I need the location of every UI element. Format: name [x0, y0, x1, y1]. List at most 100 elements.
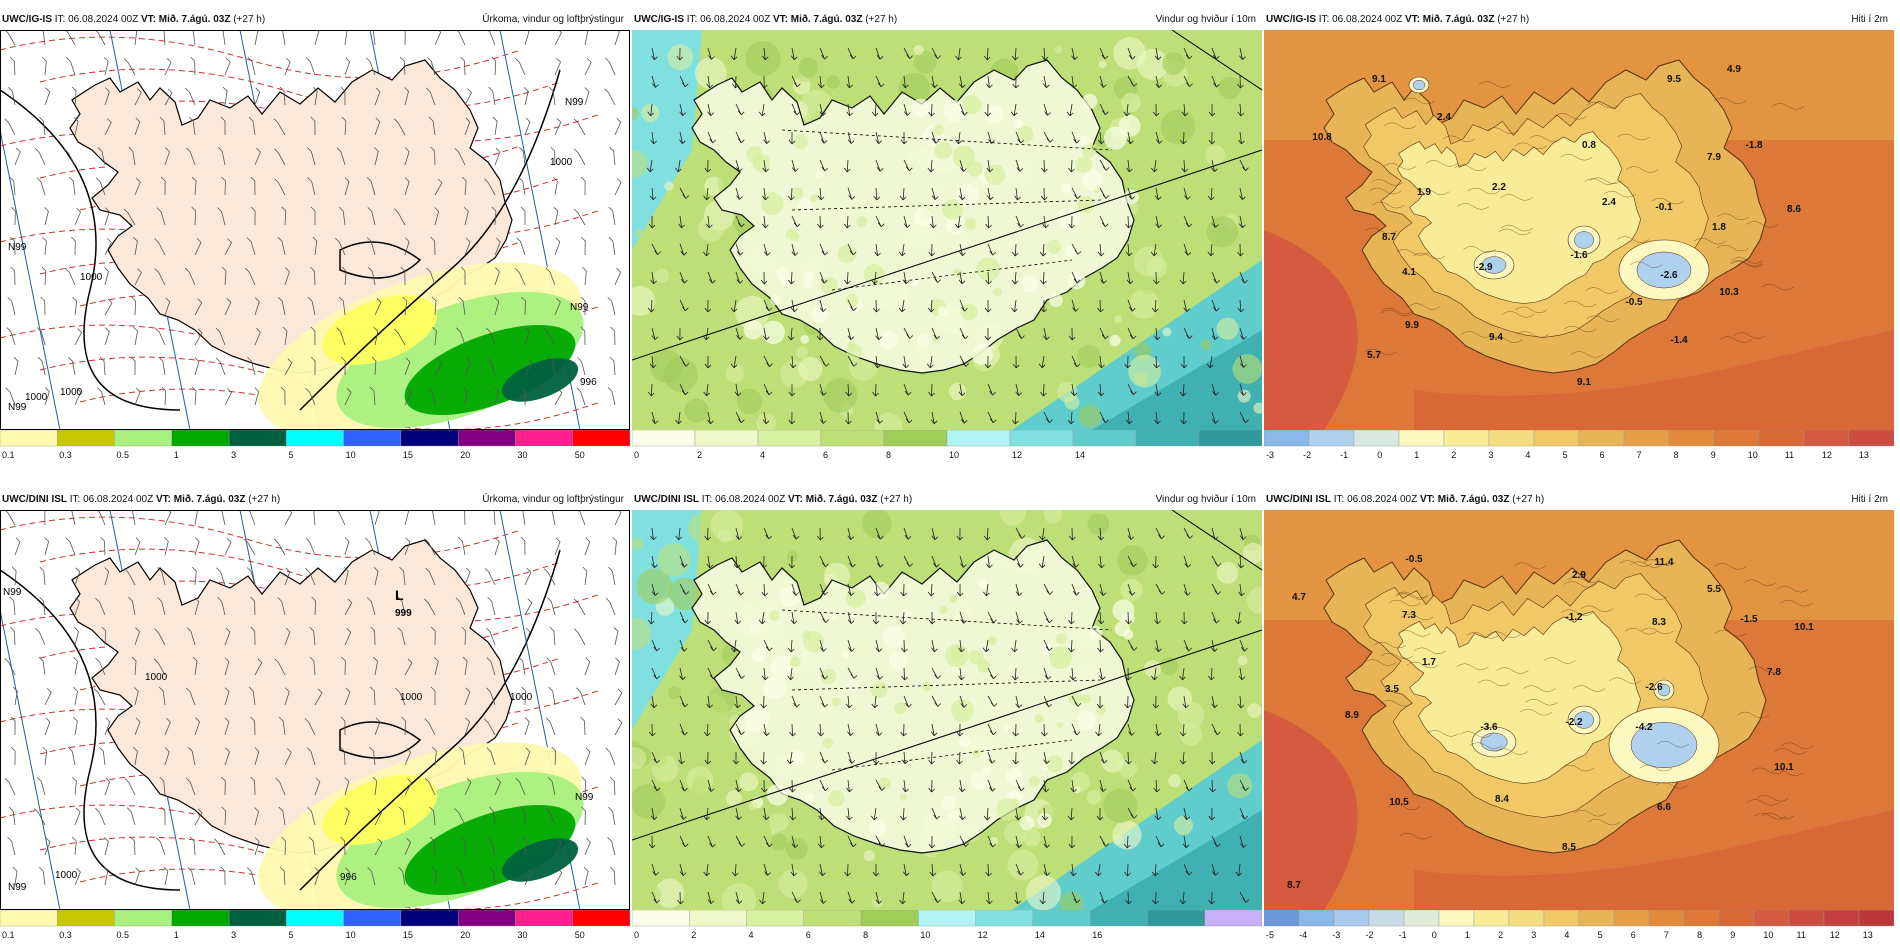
- it-label: IT:: [686, 14, 698, 25]
- legend-swatch: [918, 910, 976, 927]
- legend-tick-label: 12: [1822, 450, 1832, 460]
- temperature-label: 7.9: [1707, 152, 1721, 163]
- lead-time: (+27 h): [233, 14, 266, 25]
- temperature-label: 2.2: [1492, 182, 1506, 193]
- legend-swatch: [400, 910, 459, 927]
- legend-swatch: [1264, 910, 1300, 927]
- legend-tick-label: 14: [1075, 450, 1085, 460]
- legend-swatch: [343, 910, 402, 927]
- precip-map-svg[interactable]: 1000 1000 1000 1000 996 N99 N99 N99 N99: [0, 30, 630, 430]
- legend-tick-label: 7: [1637, 450, 1642, 460]
- legend-tick-label: 12: [978, 930, 988, 940]
- isobar-label: 1000: [400, 692, 423, 703]
- vt-value: Mið. 7.ágú. 03Z: [158, 14, 231, 25]
- map-canvas[interactable]: [632, 30, 1262, 430]
- legend-tick-label: 13: [1863, 930, 1873, 940]
- legend-swatch: [1823, 910, 1860, 927]
- legend-tick-label: 8: [863, 930, 868, 940]
- map-canvas[interactable]: 9.1 9.5 4.9 10.8 2.4 0.8 7.9 -1.8 1.9 2.2 2.4 -0.1 1…: [1264, 30, 1894, 430]
- model-name: UWC/IG-IS: [2, 14, 52, 25]
- legend-tick-label: 8: [1697, 930, 1702, 940]
- legend-tick-label: 50: [575, 930, 585, 940]
- map-canvas[interactable]: 1000 1000 1000 1000 996 N99 N99 N99 N99: [0, 30, 630, 430]
- field-title: Hiti í 2m: [1851, 494, 1888, 505]
- temperature-label: 5.7: [1367, 350, 1381, 361]
- legend-tick-label: 3: [231, 930, 236, 940]
- legend-swatch: [171, 910, 230, 927]
- legend-swatch: [1488, 430, 1535, 447]
- legend-tick-label: 6: [1600, 450, 1605, 460]
- legend-swatch: [1533, 430, 1580, 447]
- legend-tick-label: 10: [949, 450, 959, 460]
- legend-swatch: [57, 910, 115, 927]
- it-value: 06.08.2024 00Z: [1332, 14, 1403, 25]
- vt-value: Mið. 7.ágú. 03Z: [790, 14, 863, 25]
- legend-tick-label: 30: [518, 930, 528, 940]
- temperature-label: -1.5: [1740, 614, 1758, 625]
- wind-map-svg[interactable]: [632, 510, 1262, 910]
- temperature-label: 8.4: [1495, 794, 1509, 805]
- legend-tick-label: 6: [823, 450, 828, 460]
- legend-swatch: [400, 430, 459, 447]
- legend-swatch: [1668, 430, 1715, 447]
- isobar-label: 996: [340, 872, 357, 883]
- legend-tick-label: 15: [403, 930, 413, 940]
- vt-value: Mið. 7.ágú. 03Z: [173, 494, 246, 505]
- legend-tick-label: 8: [886, 450, 891, 460]
- field-title: Vindur og hviður í 10m: [1155, 494, 1256, 505]
- legend-tick-label: 0.1: [2, 930, 15, 940]
- legend-swatch: [1543, 910, 1580, 927]
- temperature-label: -1.4: [1670, 335, 1688, 346]
- legend-tick-label: -1: [1399, 930, 1407, 940]
- temperature-label: 9.5: [1667, 74, 1681, 85]
- legend-tick-label: 9: [1711, 450, 1716, 460]
- legend-tick-label: 12: [1012, 450, 1022, 460]
- legend-tick-label: 0.5: [117, 930, 130, 940]
- legend-swatch: [1578, 910, 1615, 927]
- temperature-label: -3.6: [1480, 722, 1498, 733]
- legend-swatch: [820, 430, 885, 447]
- temp-map-svg[interactable]: 9.1 9.5 4.9 10.8 2.4 0.8 7.9 -1.8 1.9 2.2 2.4 -0.1 1…: [1264, 30, 1894, 430]
- temperature-label: 7.8: [1767, 667, 1781, 678]
- legend-tick-label: 12: [1830, 930, 1840, 940]
- legend-swatch: [0, 910, 58, 927]
- legend-tick-label: -4: [1299, 930, 1307, 940]
- legend-tick-label: -1: [1340, 450, 1348, 460]
- map-canvas[interactable]: L 999 1000 1000 1000 1000 996 N99 N99 N99: [0, 510, 630, 910]
- vt-label: VT:: [787, 494, 803, 505]
- legend-tick-label: 2: [1451, 450, 1456, 460]
- legend-swatch: [1298, 910, 1335, 927]
- legend-tick-label: 50: [575, 450, 585, 460]
- legend-tick-label: 5: [288, 450, 293, 460]
- panel-wind-dini: UWC/DINI ISL IT: 06.08.2024 00Z VT: Mið.…: [632, 490, 1262, 945]
- map-canvas[interactable]: -0.5 2.9 11.4 5.5 10.1 4.7 7.3 -1.2 8.3 -1.5 1.7 7.…: [1264, 510, 1894, 910]
- it-label: IT:: [1333, 494, 1345, 505]
- legend-swatch: [1803, 430, 1850, 447]
- it-value: 06.08.2024 00Z: [700, 14, 771, 25]
- temp-map-svg[interactable]: -0.5 2.9 11.4 5.5 10.1 4.7 7.3 -1.2 8.3 -1.5 1.7 7.…: [1264, 510, 1894, 910]
- legend-swatch: [689, 910, 747, 927]
- it-label: IT:: [1318, 14, 1330, 25]
- legend-swatch: [1758, 430, 1805, 447]
- vt-value: Mið. 7.ágú. 03Z: [1437, 494, 1510, 505]
- legend-swatch: [1135, 430, 1200, 447]
- temperature-label: 10.3: [1719, 287, 1739, 298]
- legend-svg: 0.1 0.3 0.5 1 3 5 10 15 20 30 50: [0, 910, 630, 940]
- it-value: 06.08.2024 00Z: [1347, 494, 1418, 505]
- legend-tick-label: 5: [1598, 930, 1603, 940]
- temperature-label: 8.5: [1562, 842, 1576, 853]
- precip-map-svg[interactable]: L 999 1000 1000 1000 1000 996 N99 N99 N99: [0, 510, 630, 910]
- legend-tick-label: 0.3: [59, 930, 72, 940]
- legend-tick-label: 13: [1859, 450, 1869, 460]
- temperature-label: 9.1: [1372, 74, 1386, 85]
- legend-tick-label: 0: [1377, 450, 1382, 460]
- model-name: UWC/DINI ISL: [1266, 494, 1331, 505]
- legend-swatch: [57, 430, 115, 447]
- isobar-label: 1000: [25, 392, 48, 403]
- panel-header: UWC/DINI ISL IT: 06.08.2024 00Z VT: Mið.…: [1264, 490, 1894, 510]
- vt-value: Mið. 7.ágú. 03Z: [1422, 14, 1495, 25]
- map-canvas[interactable]: [632, 510, 1262, 910]
- wind-map-svg[interactable]: [632, 30, 1262, 430]
- legend-swatch: [1623, 430, 1670, 447]
- legend-swatch: [1204, 910, 1262, 927]
